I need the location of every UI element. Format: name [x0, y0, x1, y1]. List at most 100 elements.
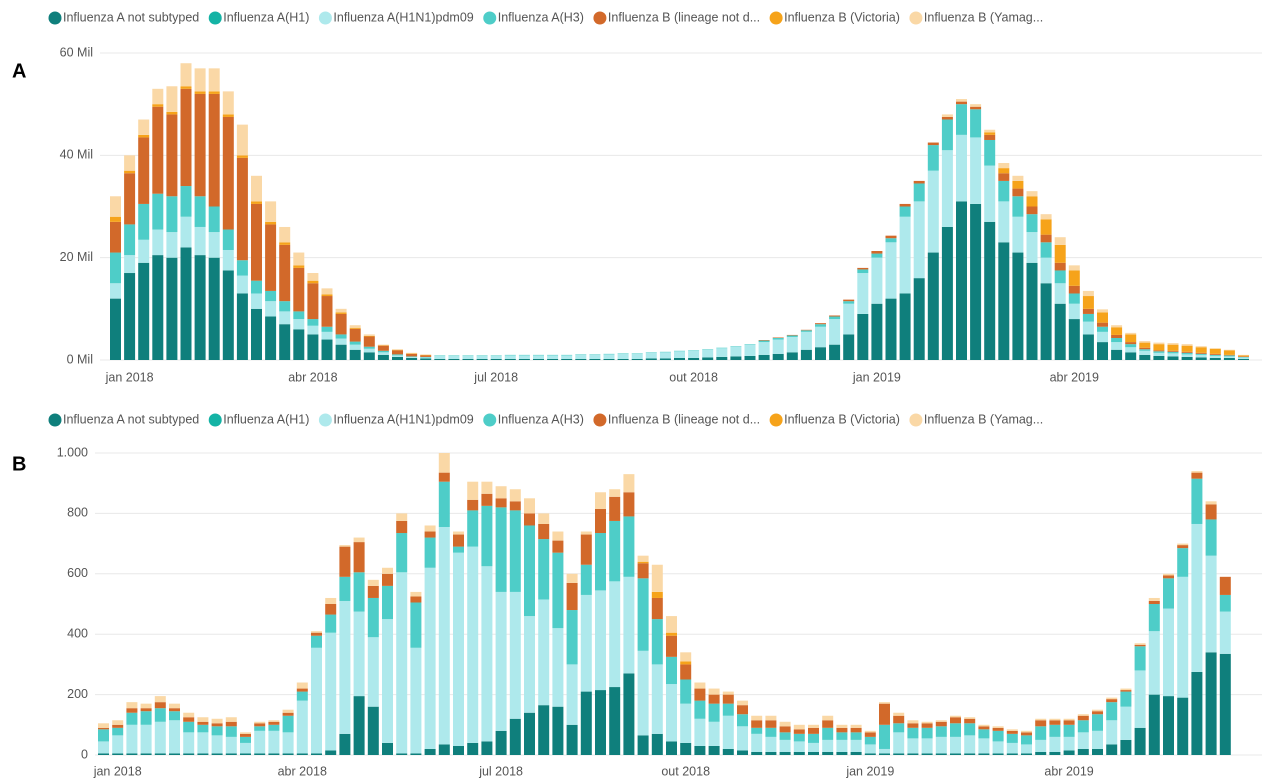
- bar-segment: [208, 68, 220, 92]
- bar-segment: [1068, 293, 1080, 304]
- bar-segment: [547, 358, 559, 360]
- bar-segment: [1082, 321, 1094, 335]
- bar-segment: [1125, 334, 1137, 343]
- bar-segment: [265, 290, 277, 302]
- bar-segment: [406, 356, 418, 358]
- bar-segment: [694, 682, 706, 689]
- bar-segment: [561, 355, 573, 359]
- bar-segment: [850, 739, 862, 752]
- bar-segment: [935, 753, 947, 755]
- bar-segment: [367, 637, 379, 707]
- bar-segment: [722, 694, 734, 704]
- bar-segment: [335, 308, 347, 313]
- bar-segment: [1238, 356, 1249, 358]
- bar-segment: [984, 134, 996, 140]
- y-tick-label: 0: [81, 747, 88, 761]
- bar-segment: [211, 726, 223, 736]
- x-tick-label: abr 2019: [1044, 764, 1093, 778]
- bar-segment: [561, 354, 573, 356]
- legend-label: Influenza A not subtyped: [63, 412, 199, 426]
- bar-segment: [1040, 214, 1052, 220]
- bar-segment: [808, 751, 819, 755]
- bar-segment: [885, 298, 897, 360]
- bar-segment: [110, 283, 121, 299]
- bar-segment: [758, 342, 770, 355]
- bar-segment: [1106, 702, 1118, 721]
- bar-segment: [424, 531, 436, 538]
- bar-segment: [225, 736, 237, 754]
- bar-segment: [815, 326, 826, 348]
- bar-segment: [879, 703, 890, 725]
- bar-segment: [666, 632, 677, 636]
- bar-segment: [921, 727, 933, 739]
- bar-segment: [509, 591, 521, 719]
- bar-segment: [1163, 573, 1174, 576]
- bar-segment: [1205, 519, 1217, 556]
- bar-segment: [152, 88, 164, 105]
- bar-segment: [1077, 748, 1089, 755]
- bar-segment: [1177, 697, 1189, 755]
- bar-segment: [1120, 739, 1132, 755]
- bar-segment: [722, 691, 734, 695]
- bar-segment: [1120, 688, 1132, 691]
- bar-segment: [110, 252, 121, 284]
- bar-segment: [935, 726, 947, 737]
- bar-segment: [495, 498, 507, 508]
- bar-segment: [1209, 354, 1221, 356]
- bar-segment: [879, 724, 890, 749]
- bar-segment: [406, 353, 418, 357]
- bar-segment: [382, 585, 393, 620]
- bar-segment: [589, 354, 601, 355]
- bar-segment: [1195, 346, 1207, 348]
- bar-segment: [751, 727, 763, 734]
- bar-segment: [623, 492, 635, 517]
- bar-segment: [595, 508, 606, 534]
- bar-segment: [325, 597, 337, 604]
- bar-segment: [1205, 555, 1217, 653]
- bar-segment: [779, 739, 791, 752]
- bar-segment: [296, 700, 308, 754]
- legend-swatch: [593, 11, 607, 25]
- bar-segment: [124, 255, 136, 274]
- bar-segment: [434, 355, 446, 356]
- bar-segment: [353, 611, 365, 697]
- bar-segment: [984, 132, 996, 135]
- bar-segment: [476, 355, 488, 359]
- bar-segment: [1238, 357, 1249, 359]
- bar-segment: [1077, 732, 1089, 749]
- bar-segment: [1092, 748, 1103, 755]
- bar-segment: [293, 265, 305, 268]
- bar-segment: [772, 337, 784, 338]
- bar-segment: [779, 732, 791, 740]
- bar-segment: [438, 453, 450, 473]
- bar-segment: [138, 137, 150, 204]
- bar-segment: [1063, 736, 1075, 751]
- bar-segment: [765, 720, 777, 728]
- bar-segment: [268, 724, 280, 731]
- bar-segment: [307, 280, 319, 284]
- bar-segment: [420, 356, 432, 358]
- bar-segment: [800, 349, 812, 360]
- bar-segment: [1139, 347, 1151, 350]
- bar-segment: [708, 694, 720, 704]
- bar-segment: [254, 753, 266, 755]
- bar-segment: [339, 600, 351, 734]
- bar-segment: [169, 711, 180, 721]
- bar-segment: [623, 474, 635, 493]
- bar-segment: [349, 328, 361, 342]
- bar-segment: [481, 566, 493, 742]
- bar-segment: [609, 489, 621, 497]
- bar-segment: [377, 354, 389, 360]
- bar-segment: [708, 721, 720, 746]
- bar-segment: [166, 111, 178, 115]
- bar-segment: [623, 673, 635, 755]
- bar-segment: [1063, 718, 1075, 721]
- bar-segment: [772, 353, 784, 360]
- panel-label: B: [12, 453, 26, 475]
- bar-segment: [808, 742, 819, 752]
- bar-segment: [744, 344, 756, 356]
- bar-segment: [293, 319, 305, 330]
- bar-segment: [552, 531, 564, 541]
- bar-segment: [140, 724, 152, 754]
- bar-segment: [240, 736, 251, 743]
